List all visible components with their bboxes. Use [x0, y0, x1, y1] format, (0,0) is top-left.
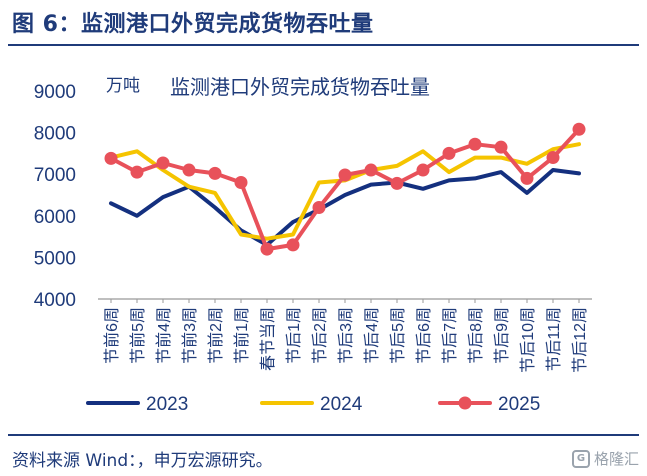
data-point-2025 — [104, 151, 118, 165]
y-tick-label: 4000 — [34, 290, 76, 311]
data-point-2025 — [364, 163, 378, 177]
data-point-2025 — [546, 151, 560, 165]
x-tick-label: 节后3周 — [337, 307, 355, 364]
x-tick-label: 节后7周 — [441, 307, 459, 364]
data-point-2025 — [208, 166, 222, 180]
data-point-2025 — [286, 238, 300, 252]
y-tick-label: 8000 — [34, 124, 76, 145]
x-tick-label: 节后8周 — [467, 307, 485, 364]
x-tick-label: 节后6周 — [415, 307, 433, 364]
x-tick-label: 节前4周 — [155, 307, 173, 364]
data-point-2025 — [468, 137, 482, 151]
data-point-2025 — [156, 156, 170, 170]
line-chart: 4000 5000 6000 7000 8000 9000 节前6周 节前5周 节前4周 节前3周… — [34, 76, 592, 415]
data-point-2025 — [234, 176, 248, 190]
x-tick-label: 节后9周 — [493, 307, 511, 364]
y-tick-label: 9000 — [34, 82, 76, 103]
data-point-2025 — [520, 171, 534, 185]
data-point-2025 — [260, 242, 274, 256]
y-axis-unit: 万吨 — [106, 76, 140, 95]
data-point-2025 — [130, 165, 144, 179]
figure-title: 图 6：监测港口外贸完成货物吞吐量 — [12, 12, 374, 37]
data-point-2025 — [182, 163, 196, 177]
x-tick-label: 节后5周 — [389, 307, 407, 364]
data-point-2025 — [442, 146, 456, 160]
watermark-text: 格隆汇 — [593, 450, 639, 468]
y-tick-label: 6000 — [34, 207, 76, 228]
x-tick-label: 节后10周 — [519, 307, 537, 373]
data-point-2025 — [416, 163, 430, 177]
data-point-2025 — [312, 200, 326, 214]
x-tick-label: 节前6周 — [103, 307, 121, 364]
data-point-2025 — [572, 122, 586, 136]
data-point-2025 — [494, 140, 508, 154]
x-tick-label: 节后4周 — [363, 307, 381, 364]
x-tick-label: 春节当周 — [259, 307, 277, 371]
chart-axes: 4000 5000 6000 7000 8000 9000 节前6周 节前5周 节前4周 节前3周… — [34, 82, 592, 373]
legend-marker-2025 — [458, 396, 472, 410]
legend-label-2023: 2023 — [146, 394, 188, 415]
source-note: 资料来源 Wind：，申万宏源研究。 — [12, 451, 273, 471]
legend-label-2024: 2024 — [320, 394, 363, 415]
x-tick-label: 节前5周 — [129, 307, 147, 364]
x-tick-label: 节后2周 — [311, 307, 329, 364]
y-tick-label: 5000 — [34, 248, 76, 269]
x-tick-label: 节后11周 — [545, 307, 563, 372]
watermark-logo-icon: G — [571, 449, 590, 468]
x-tick-label: 节前3周 — [181, 307, 199, 364]
x-tick-label: 节前2周 — [207, 307, 225, 364]
legend: 2023 2024 2025 — [86, 394, 540, 415]
x-tick-label: 节后1周 — [285, 307, 303, 364]
y-tick-label: 7000 — [34, 165, 76, 186]
x-tick-label: 节前1周 — [233, 307, 251, 364]
watermark: G 格隆汇 — [571, 448, 639, 469]
data-point-2025 — [390, 176, 404, 190]
series-layer — [104, 122, 586, 256]
legend-label-2025: 2025 — [498, 394, 540, 415]
x-tick-label: 节后12周 — [571, 307, 589, 373]
data-point-2025 — [338, 168, 352, 182]
chart-title: 监测港口外贸完成货物吞吐量 — [170, 76, 430, 99]
title-divider — [8, 44, 639, 46]
footer-divider — [8, 434, 639, 436]
